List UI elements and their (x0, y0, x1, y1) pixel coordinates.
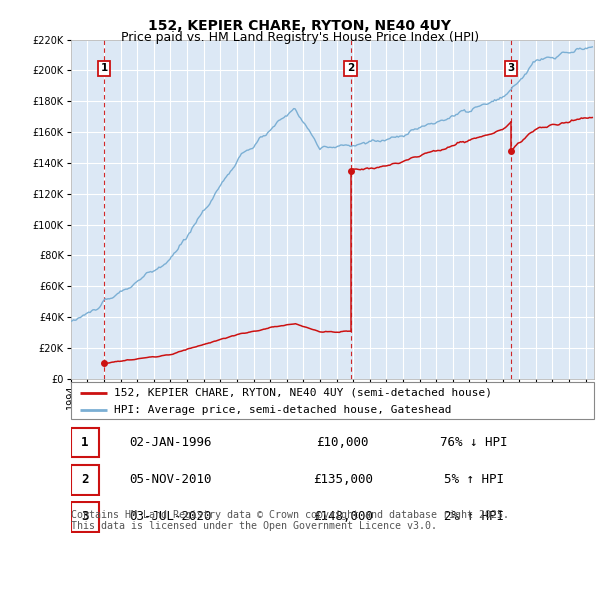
Text: 3: 3 (508, 63, 515, 73)
Text: 05-NOV-2010: 05-NOV-2010 (129, 473, 211, 486)
Text: Price paid vs. HM Land Registry's House Price Index (HPI): Price paid vs. HM Land Registry's House … (121, 31, 479, 44)
Text: 2% ↑ HPI: 2% ↑ HPI (443, 510, 503, 523)
Text: £148,000: £148,000 (313, 510, 373, 523)
Bar (71, 465, 99, 494)
Text: 152, KEPIER CHARE, RYTON, NE40 4UY: 152, KEPIER CHARE, RYTON, NE40 4UY (149, 19, 452, 33)
Text: 3: 3 (81, 510, 89, 523)
Text: Contains HM Land Registry data © Crown copyright and database right 2025.
This d: Contains HM Land Registry data © Crown c… (71, 510, 509, 532)
Text: 02-JAN-1996: 02-JAN-1996 (129, 435, 211, 448)
Text: £135,000: £135,000 (313, 473, 373, 486)
Text: 2: 2 (347, 63, 354, 73)
Text: 1: 1 (81, 435, 89, 448)
Text: 2: 2 (81, 473, 89, 486)
Text: 5% ↑ HPI: 5% ↑ HPI (443, 473, 503, 486)
Text: HPI: Average price, semi-detached house, Gateshead: HPI: Average price, semi-detached house,… (114, 405, 451, 415)
Text: £10,000: £10,000 (317, 435, 369, 448)
Text: 152, KEPIER CHARE, RYTON, NE40 4UY (semi-detached house): 152, KEPIER CHARE, RYTON, NE40 4UY (semi… (114, 388, 492, 398)
Text: 1: 1 (101, 63, 108, 73)
Bar (71, 428, 99, 457)
Bar (71, 502, 99, 532)
Text: 03-JUL-2020: 03-JUL-2020 (129, 510, 211, 523)
Text: 76% ↓ HPI: 76% ↓ HPI (440, 435, 508, 448)
